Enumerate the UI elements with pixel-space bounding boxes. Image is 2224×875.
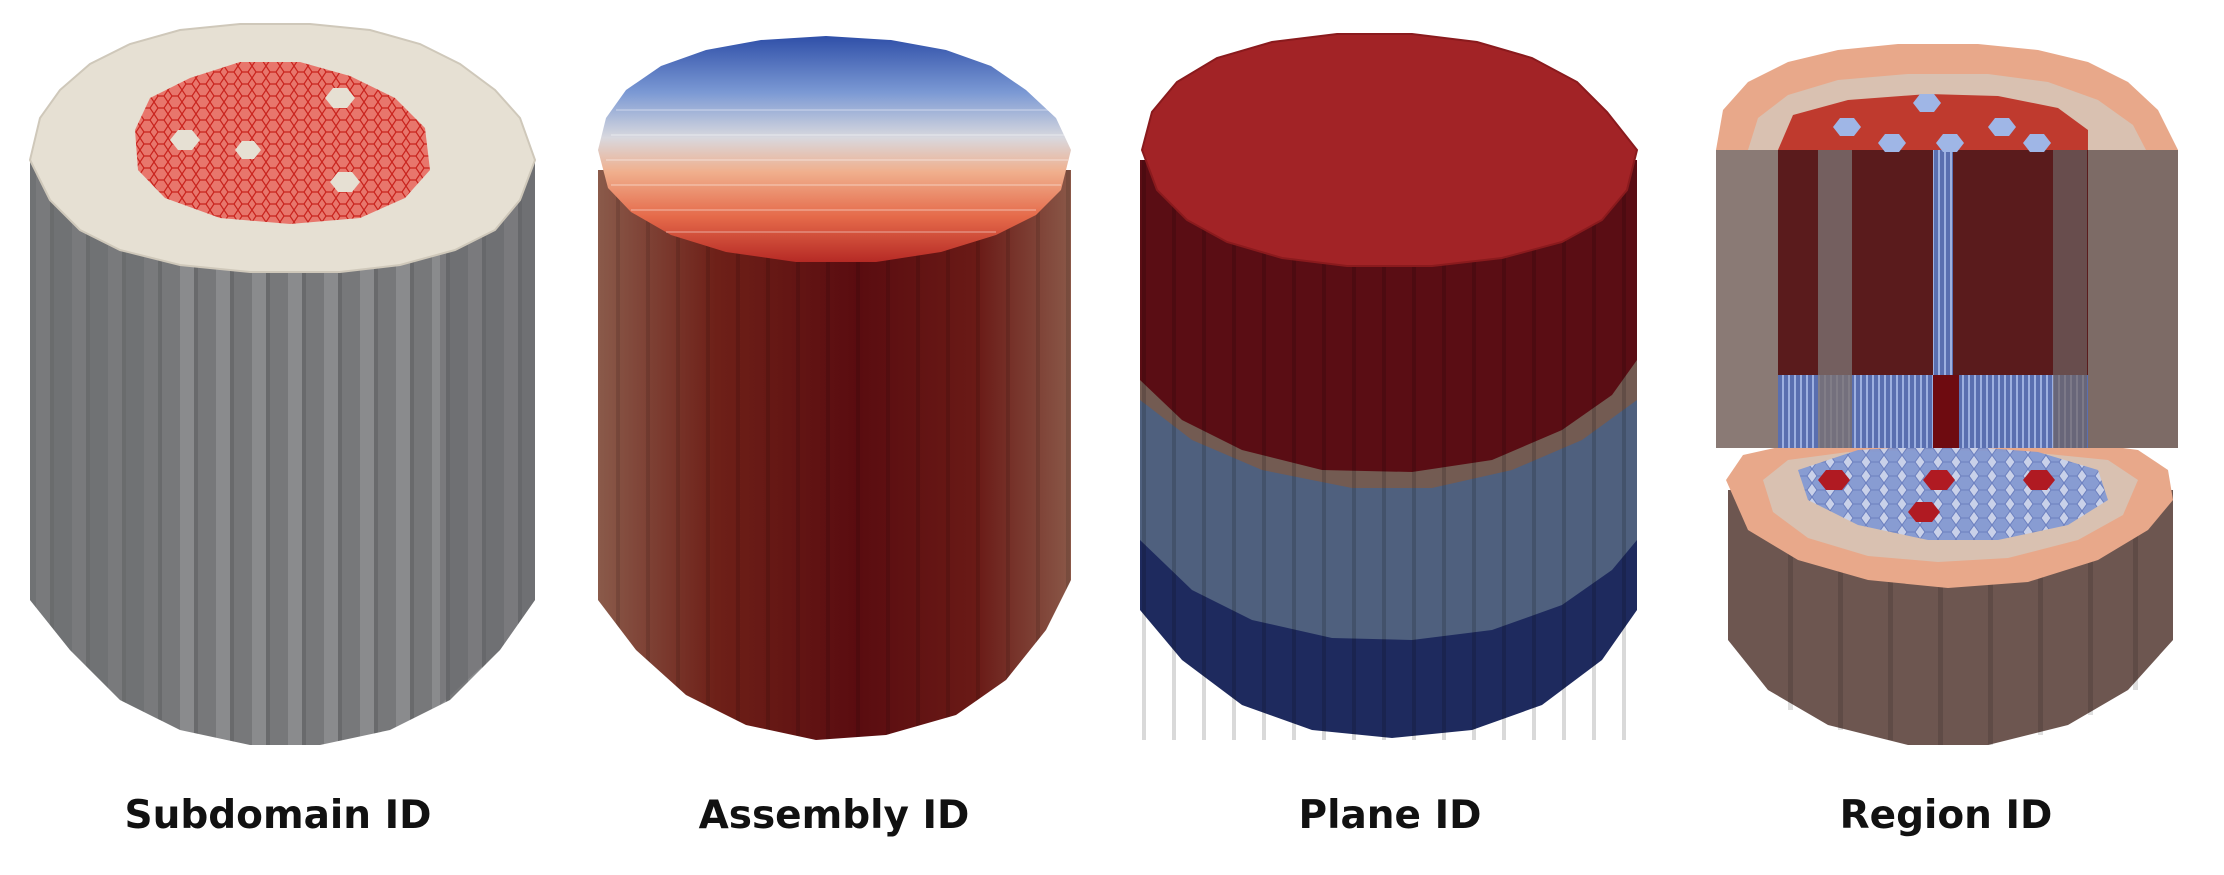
subdomain-cylinder-render	[28, 23, 537, 745]
core-vacancy-hexagons	[170, 88, 360, 192]
assembly-row-lines	[606, 109, 1068, 233]
assembly-cylinder-render	[598, 36, 1071, 740]
caption-region-id: Region ID	[1839, 793, 2053, 838]
panel-plane: Plane ID	[1112, 0, 1668, 875]
region-blue-assemblies-upper	[1833, 94, 2051, 152]
panel-subdomain: Subdomain ID	[0, 0, 556, 875]
caption-plane-id: Plane ID	[1298, 793, 1482, 838]
lower-body-ribs	[1788, 500, 2138, 745]
caption-assembly-id: Assembly ID	[698, 793, 970, 838]
region-red-assemblies-lower	[1818, 470, 2055, 522]
panel-region: Region ID	[1668, 0, 2224, 875]
panel-assembly: Assembly ID	[556, 0, 1112, 875]
plane-cylinder-render	[1140, 33, 1639, 740]
caption-subdomain-id: Subdomain ID	[124, 793, 432, 838]
region-cutaway-render	[1716, 44, 2178, 745]
